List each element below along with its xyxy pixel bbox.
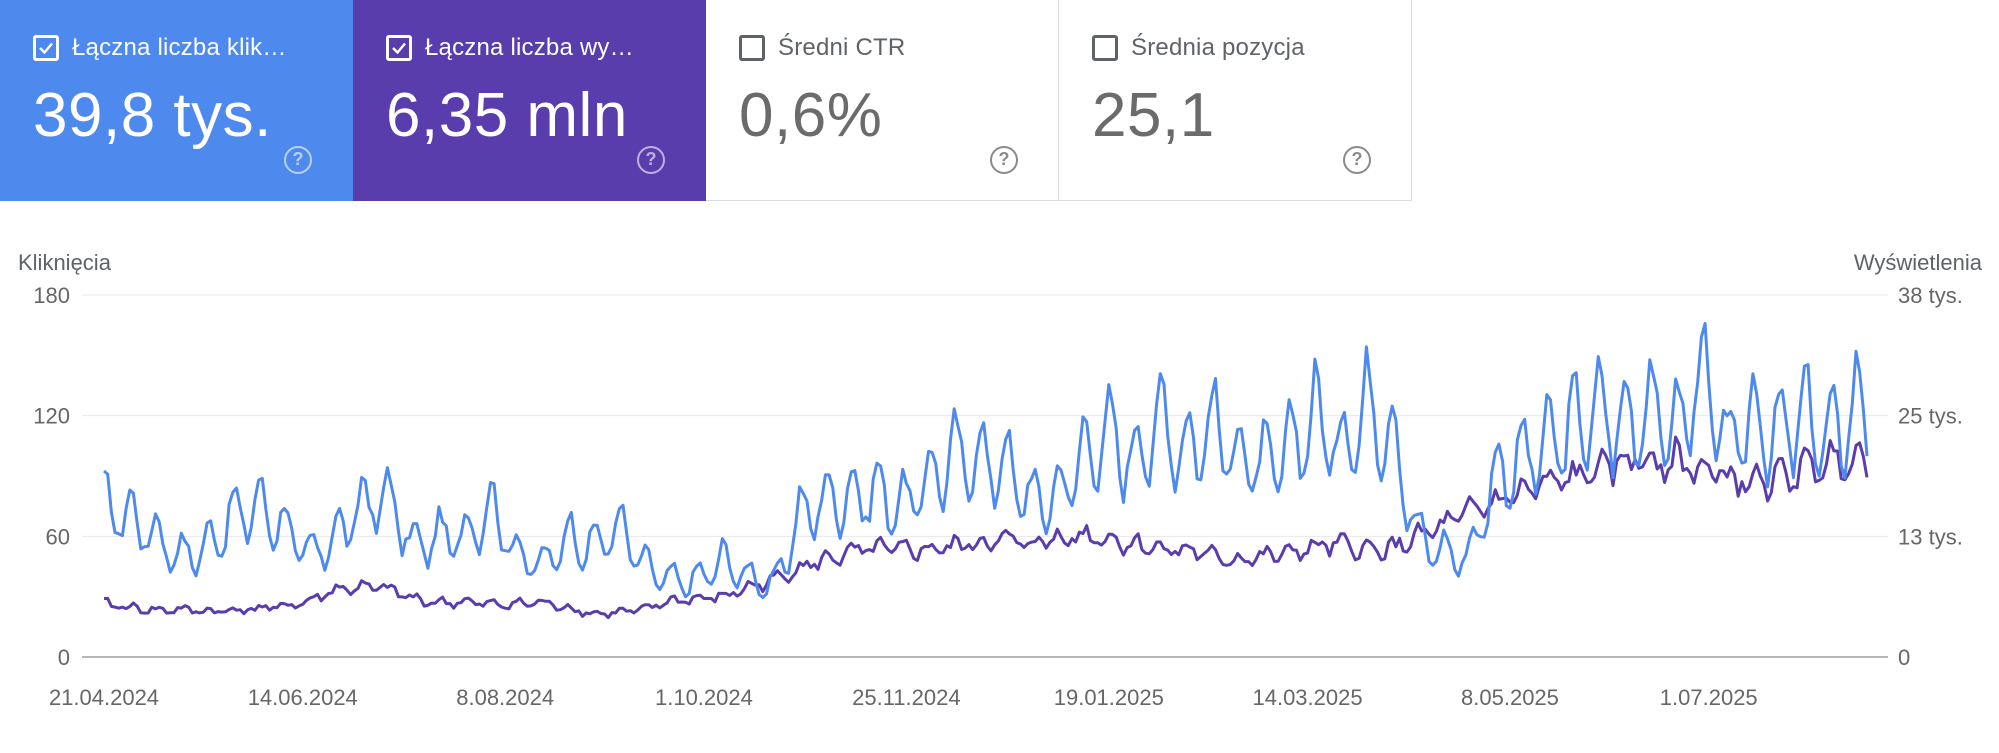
performance-chart[interactable]: Kliknięcia Wyświetlenia 0 60 120 180 0 13 ty… (0, 230, 1999, 730)
metric-label-position: Średnia pozycja (1131, 34, 1305, 61)
metric-value-ctr: 0,6% (739, 81, 883, 150)
metric-value-position: 25,1 (1092, 81, 1215, 150)
x-tick-label: 1.10.2024 (655, 685, 753, 710)
y-left-tick-label: 60 (46, 524, 70, 549)
metric-cards: Łączna liczba klik… 39,8 tys. ? Łączna l… (0, 0, 1412, 201)
y-axis-left-ticks: 0 60 120 180 (33, 283, 70, 670)
help-icon[interactable]: ? (990, 146, 1018, 174)
metric-card-impressions[interactable]: Łączna liczba wy… 6,35 mln ? (353, 0, 706, 201)
series-line-impressions (103, 435, 1869, 620)
metric-card-clicks[interactable]: Łączna liczba klik… 39,8 tys. ? (0, 0, 353, 201)
metric-card-position[interactable]: Średnia pozycja 25,1 ? (1059, 0, 1412, 201)
metric-label-impressions: Łączna liczba wy… (425, 34, 634, 61)
checkbox-ctr[interactable] (739, 35, 765, 61)
y-right-tick-label: 13 tys. (1898, 524, 1963, 549)
y-axis-right-ticks: 0 13 tys. 25 tys. 38 tys. (1898, 283, 1963, 670)
y-left-tick-label: 120 (33, 404, 70, 429)
y-axis-right-label: Wyświetlenia (1854, 250, 1983, 275)
metric-label-clicks: Łączna liczba klik… (72, 34, 287, 61)
help-icon[interactable]: ? (637, 146, 665, 174)
x-axis-ticks: 21.04.2024 14.06.2024 8.08.2024 1.10.2024 25… (49, 685, 1758, 710)
x-tick-label: 14.06.2024 (248, 685, 358, 710)
y-right-tick-label: 38 tys. (1898, 283, 1963, 308)
help-icon[interactable]: ? (1343, 146, 1371, 174)
metric-label-ctr: Średni CTR (778, 34, 906, 61)
x-tick-label: 1.07.2025 (1660, 685, 1758, 710)
series-line-clicks (103, 322, 1869, 599)
metric-card-ctr[interactable]: Średni CTR 0,6% ? (706, 0, 1059, 201)
x-tick-label: 8.08.2024 (456, 685, 554, 710)
y-right-tick-label: 25 tys. (1898, 404, 1963, 429)
x-tick-label: 25.11.2024 (852, 685, 960, 710)
checkbox-impressions[interactable] (386, 35, 412, 61)
x-tick-label: 8.05.2025 (1461, 685, 1559, 710)
x-tick-label: 19.01.2025 (1054, 685, 1164, 710)
grid-lines (82, 294, 1888, 658)
y-axis-left-label: Kliknięcia (18, 250, 112, 275)
checkbox-position[interactable] (1092, 35, 1118, 61)
checkmark-icon (392, 42, 406, 55)
x-tick-label: 21.04.2024 (49, 685, 159, 710)
checkmark-icon (39, 42, 53, 55)
y-left-tick-label: 0 (58, 645, 70, 670)
metric-value-impressions: 6,35 mln (386, 81, 628, 150)
x-tick-label: 14.03.2025 (1252, 685, 1362, 710)
metric-value-clicks: 39,8 tys. (33, 81, 272, 150)
y-right-tick-label: 0 (1898, 645, 1910, 670)
y-left-tick-label: 180 (33, 283, 70, 308)
checkbox-clicks[interactable] (33, 35, 59, 61)
help-icon[interactable]: ? (284, 146, 312, 174)
